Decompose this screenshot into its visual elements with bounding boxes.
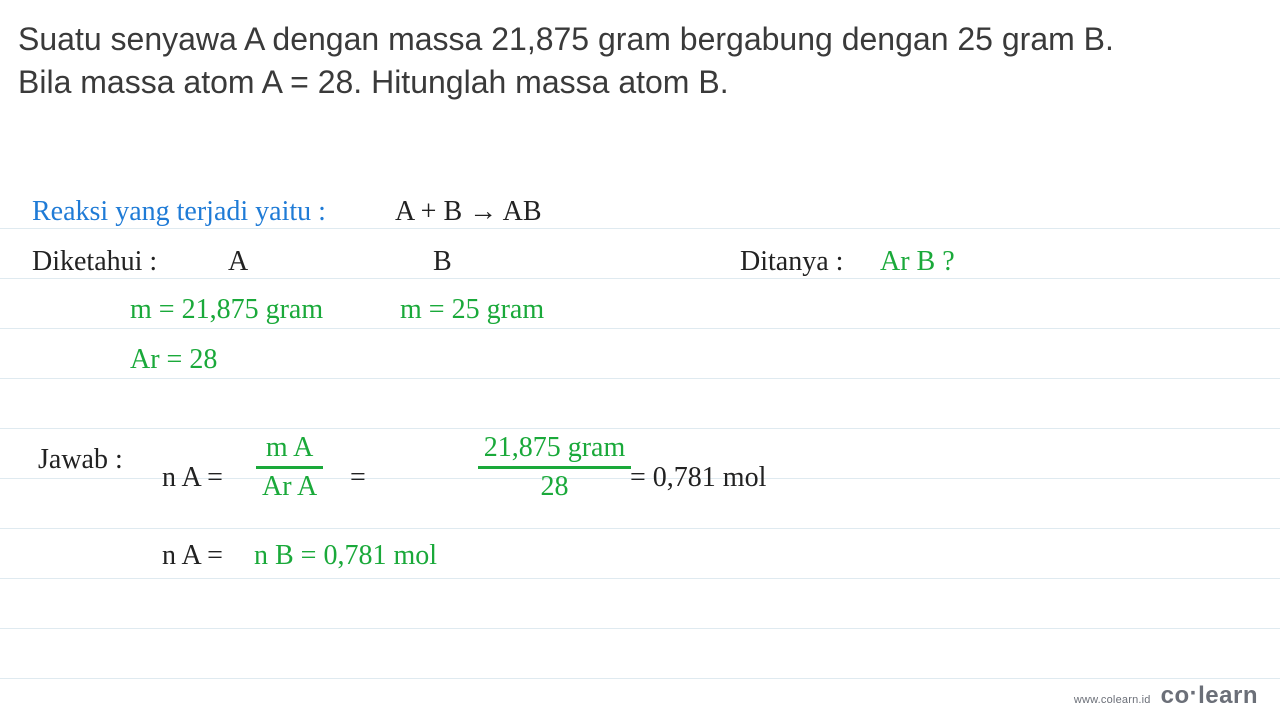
frac1-den: Ar A xyxy=(256,469,323,503)
jawab-l1-result: = 0,781 mol xyxy=(630,462,766,494)
col-b-head: B xyxy=(433,246,452,278)
footer-url: www.colearn.id xyxy=(1074,694,1151,706)
col-a-ar: Ar = 28 xyxy=(130,344,217,376)
jawab-l2-black: n A = xyxy=(162,540,223,572)
footer-brand: co·learn xyxy=(1161,682,1258,710)
footer: www.colearn.id co·learn xyxy=(1074,682,1258,710)
brand-dot: · xyxy=(1190,680,1199,708)
reaction-equation: A + B → AB xyxy=(395,196,542,228)
col-a-head: A xyxy=(228,246,248,278)
frac1-num: m A xyxy=(256,432,323,466)
diketahui-label: Diketahui : xyxy=(32,246,157,278)
brand-pre: co xyxy=(1161,682,1190,709)
frac2-den: 28 xyxy=(478,469,632,503)
ruled-lines xyxy=(0,166,1280,684)
jawab-l1-lhs: n A = xyxy=(162,462,223,494)
jawab-fraction-2: 21,875 gram 28 xyxy=(472,432,638,503)
jawab-label: Jawab : xyxy=(38,444,123,476)
jawab-l1-eq1: = xyxy=(350,462,366,494)
work-area: Reaksi yang terjadi yaitu : A + B → AB D… xyxy=(0,166,1280,684)
problem-line-1: Suatu senyawa A dengan massa 21,875 gram… xyxy=(18,21,1114,57)
problem-statement: Suatu senyawa A dengan massa 21,875 gram… xyxy=(18,18,1262,104)
jawab-fraction-1: m A Ar A xyxy=(250,432,329,503)
brand-post: learn xyxy=(1198,682,1258,709)
frac2-num: 21,875 gram xyxy=(478,432,632,466)
col-a-mass: m = 21,875 gram xyxy=(130,294,323,326)
jawab-l2-green: n B = 0,781 mol xyxy=(254,540,437,572)
ditanya-value: Ar B ? xyxy=(880,246,955,278)
reaction-label: Reaksi yang terjadi yaitu : xyxy=(32,196,326,228)
problem-line-2: Bila massa atom A = 28. Hitunglah massa … xyxy=(18,64,729,100)
col-b-mass: m = 25 gram xyxy=(400,294,544,326)
ditanya-label: Ditanya : xyxy=(740,246,843,278)
